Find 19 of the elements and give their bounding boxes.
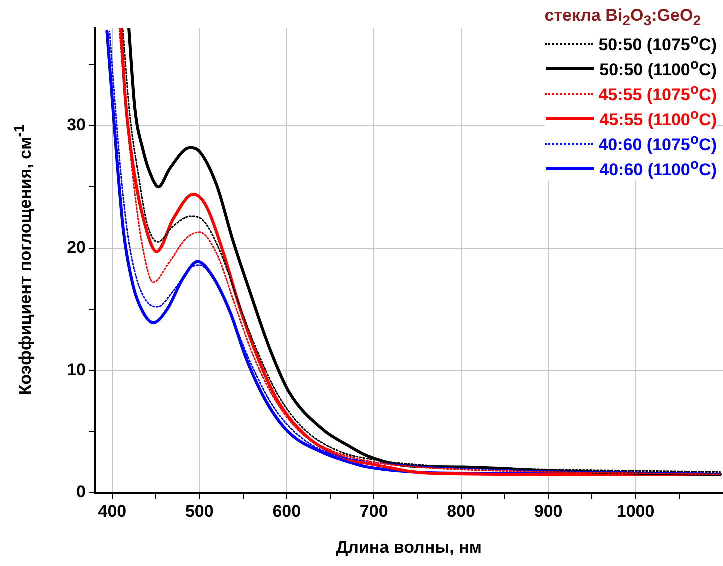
legend-label: 40:60 (1100$^{o}$C) <box>600 157 717 181</box>
x-tick-label: 900 <box>534 502 563 521</box>
y-tick-label: 10 <box>67 360 86 380</box>
legend-label: 50:50 (1100$^{o}$C) <box>600 57 717 81</box>
legend-label: 40:60 (1075$^{o}$C) <box>598 132 717 156</box>
x-tick-label: 700 <box>360 502 388 521</box>
x-tick-label: 1000 <box>616 502 655 521</box>
y-tick-label: 20 <box>67 238 86 257</box>
x-tick-label: 400 <box>98 502 127 521</box>
legend-title: стекла Bi$_{2}$O$_{3}$:GeO$_{2}$ <box>544 6 702 30</box>
x-axis-title: Длина волны, нм <box>335 538 483 558</box>
x-tick-label: 800 <box>447 502 476 521</box>
x-tick-label: 600 <box>272 502 302 521</box>
legend-label: 45:55 (1075$^{o}$C) <box>598 82 717 106</box>
y-tick-label: 30 <box>67 116 86 135</box>
y-tick-label: 0 <box>76 482 86 502</box>
legend-label: 50:50 (1075$^{o}$C) <box>598 32 717 56</box>
x-tick-label: 500 <box>185 502 214 521</box>
legend-label: 45:55 (1100$^{o}$C) <box>600 107 717 131</box>
